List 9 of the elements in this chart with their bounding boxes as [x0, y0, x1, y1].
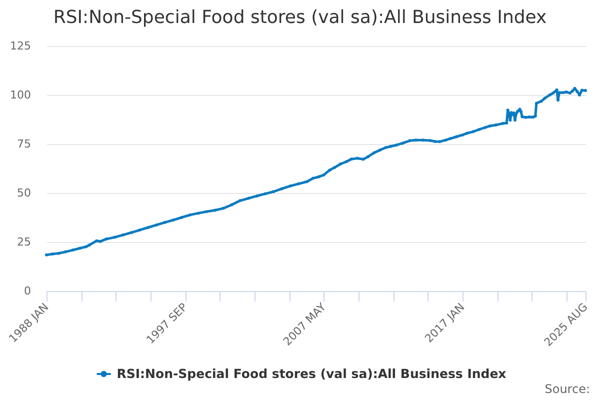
- legend-label: RSI:Non-Special Food stores (val sa):All Business Index: [116, 366, 506, 381]
- y-tick-label: 0: [24, 284, 31, 298]
- y-tick-label: 25: [17, 236, 31, 248]
- y-tick-label: 125: [10, 40, 31, 52]
- y-tick-label: 100: [10, 88, 31, 102]
- source-note: Source:: [544, 382, 590, 396]
- chart-title: RSI:Non-Special Food stores (val sa):All Business Index: [53, 7, 548, 28]
- y-tick-label: 75: [17, 138, 31, 150]
- y-tick-label: 50: [17, 186, 31, 200]
